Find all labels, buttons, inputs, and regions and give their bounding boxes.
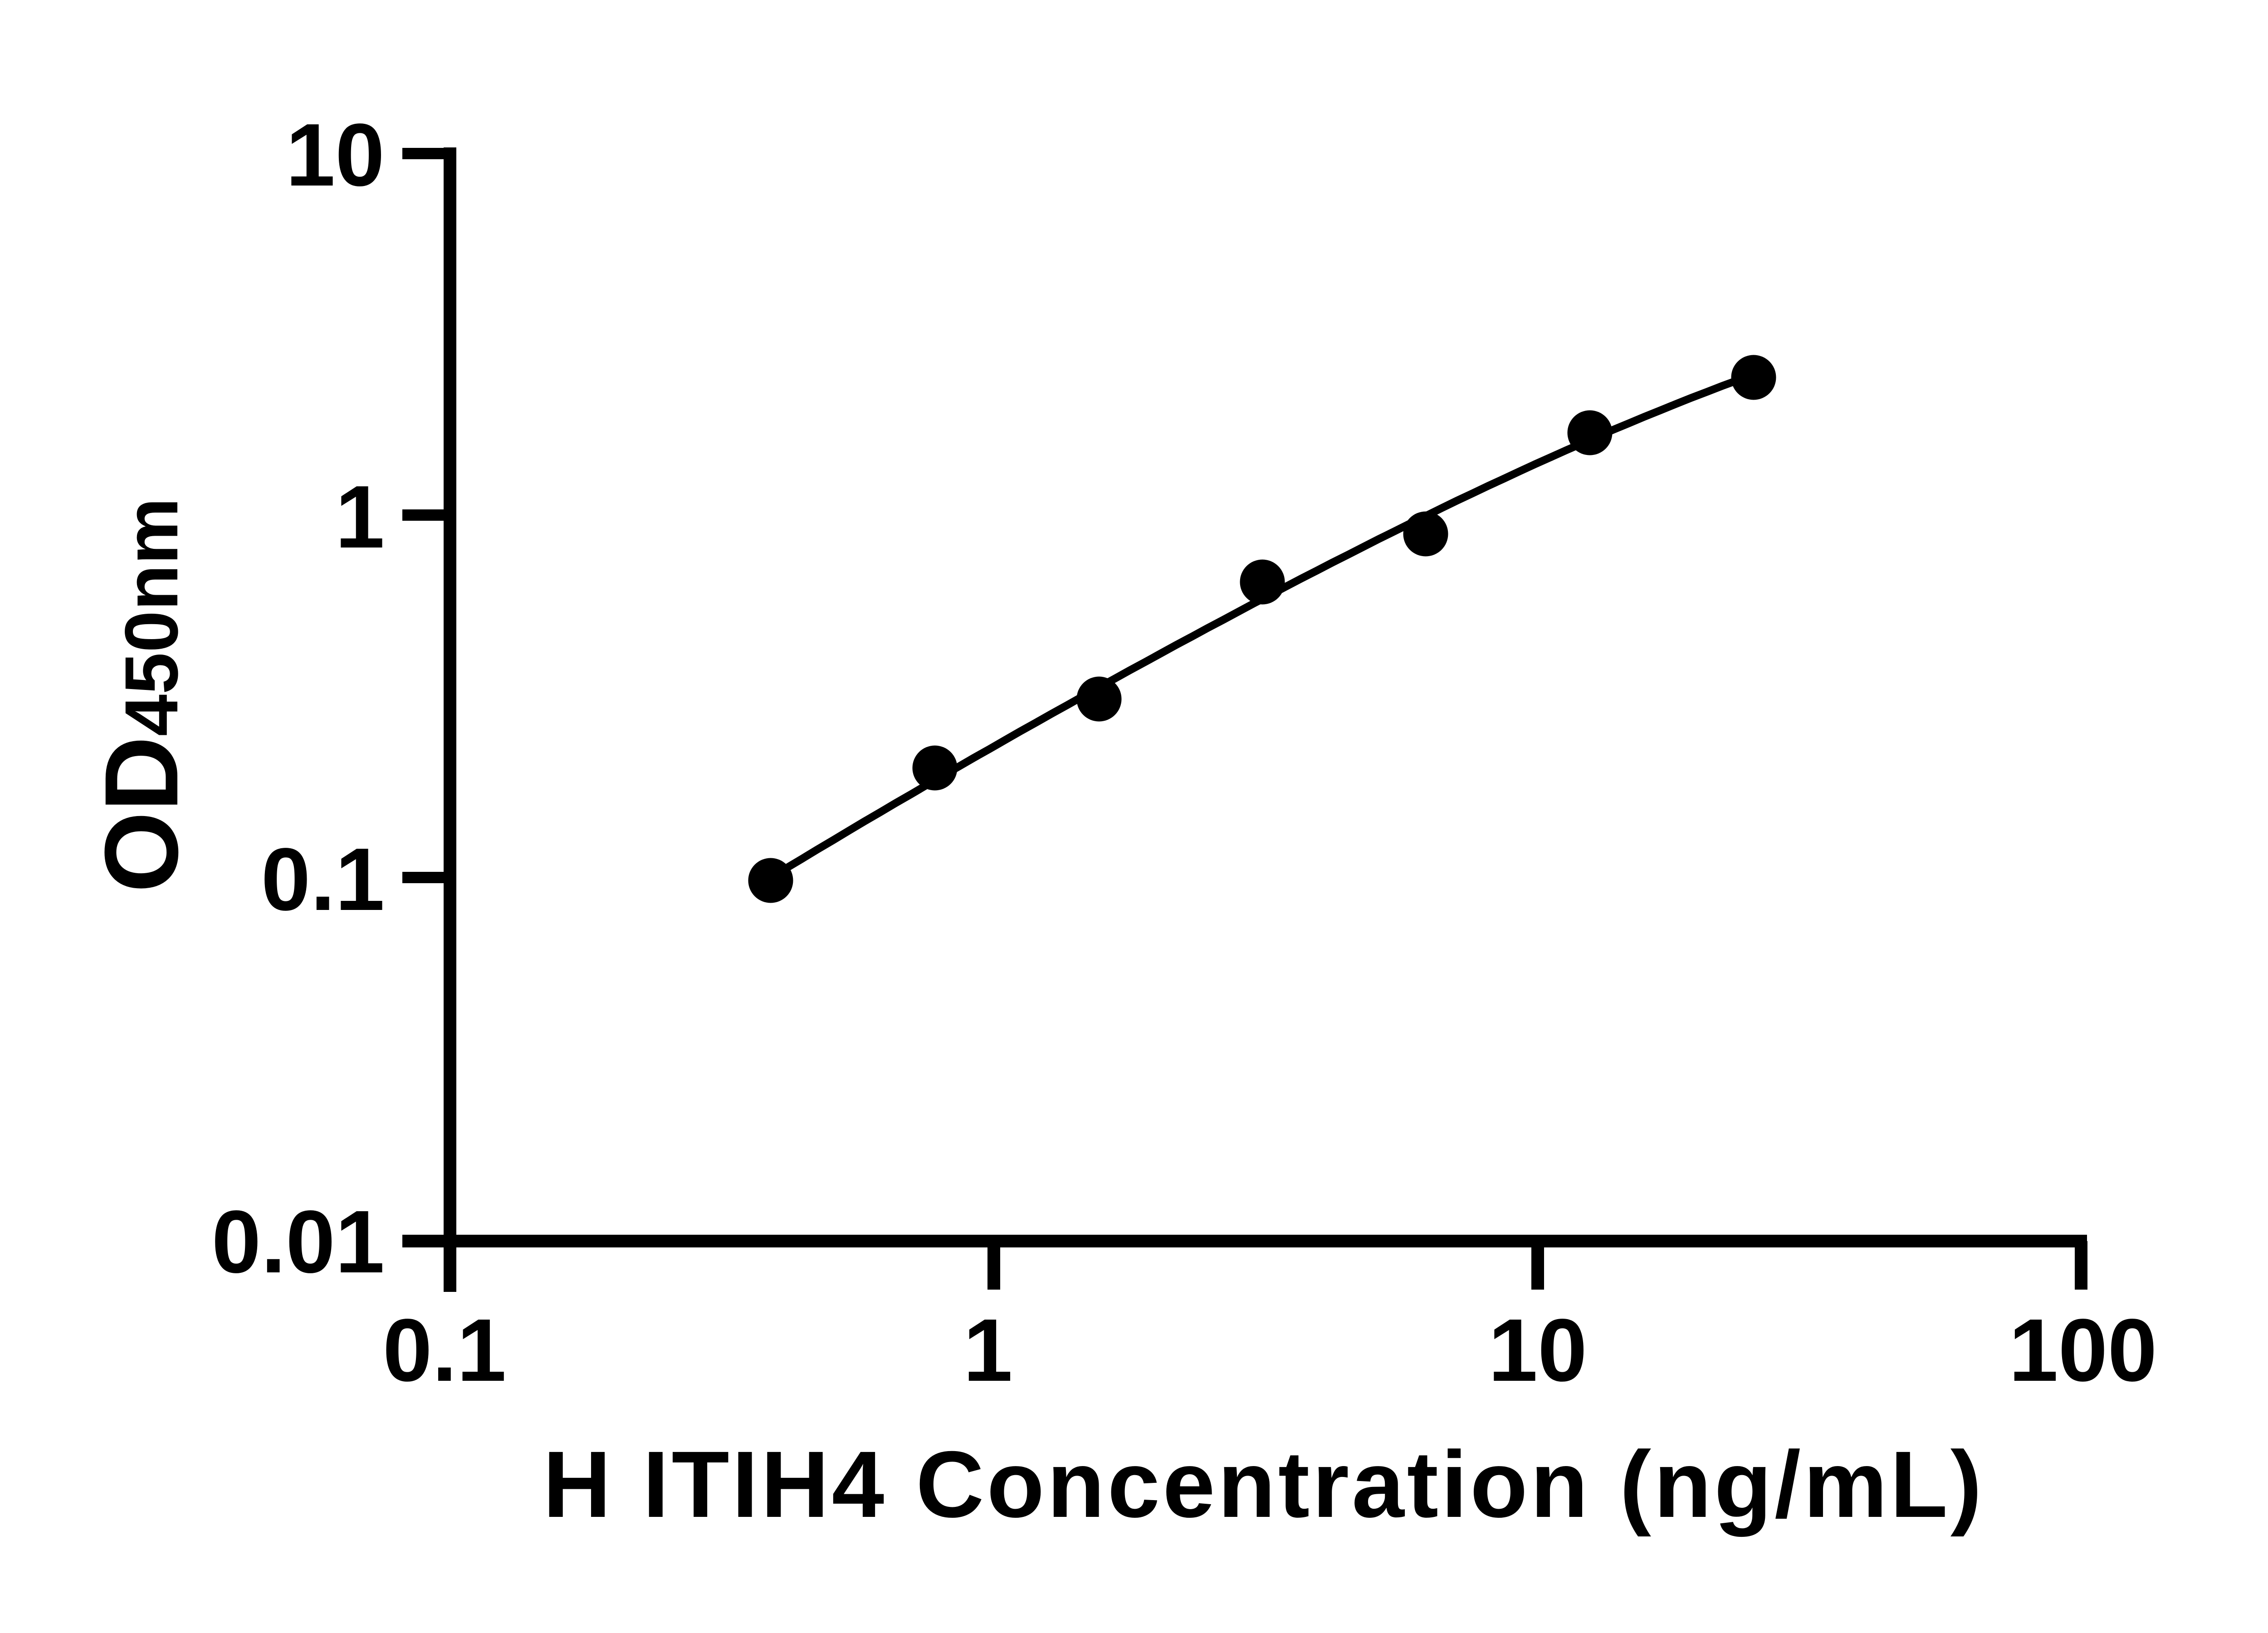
svg-text:1: 1 bbox=[335, 467, 385, 567]
svg-text:10: 10 bbox=[286, 105, 385, 205]
svg-text:0.1: 0.1 bbox=[383, 1301, 506, 1400]
svg-text:0.01: 0.01 bbox=[212, 1192, 385, 1291]
svg-text:100: 100 bbox=[2009, 1301, 2157, 1400]
svg-text:10: 10 bbox=[1488, 1301, 1587, 1400]
svg-text:0.1: 0.1 bbox=[261, 830, 385, 929]
svg-text:1: 1 bbox=[963, 1301, 1012, 1400]
svg-text:H ITIH4 Concentration (ng/mL): H ITIH4 Concentration (ng/mL) bbox=[543, 1432, 1984, 1537]
